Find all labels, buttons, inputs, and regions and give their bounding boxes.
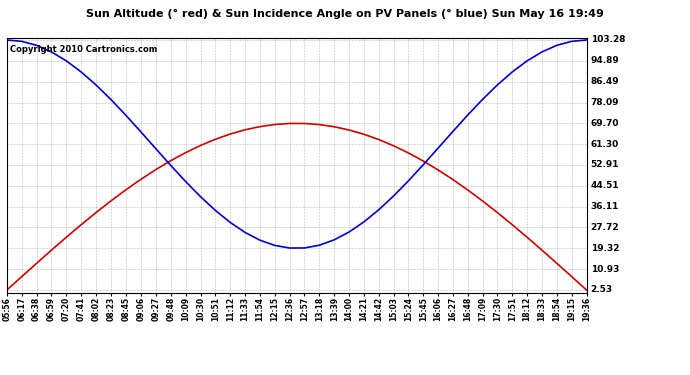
Text: 19.32: 19.32 [591, 244, 619, 253]
Text: 52.91: 52.91 [591, 160, 619, 170]
Text: 10.93: 10.93 [591, 265, 619, 274]
Text: 78.09: 78.09 [591, 98, 619, 107]
Text: 36.11: 36.11 [591, 202, 619, 211]
Text: 94.89: 94.89 [591, 56, 620, 65]
Text: 61.30: 61.30 [591, 140, 619, 148]
Text: 2.53: 2.53 [591, 285, 613, 294]
Text: 44.51: 44.51 [591, 182, 620, 190]
Text: 69.70: 69.70 [591, 119, 619, 128]
Text: 27.72: 27.72 [591, 223, 620, 232]
Text: 86.49: 86.49 [591, 77, 620, 86]
Text: 103.28: 103.28 [591, 36, 625, 45]
Text: Copyright 2010 Cartronics.com: Copyright 2010 Cartronics.com [10, 45, 157, 54]
Text: Sun Altitude (° red) & Sun Incidence Angle on PV Panels (° blue) Sun May 16 19:4: Sun Altitude (° red) & Sun Incidence Ang… [86, 9, 604, 20]
